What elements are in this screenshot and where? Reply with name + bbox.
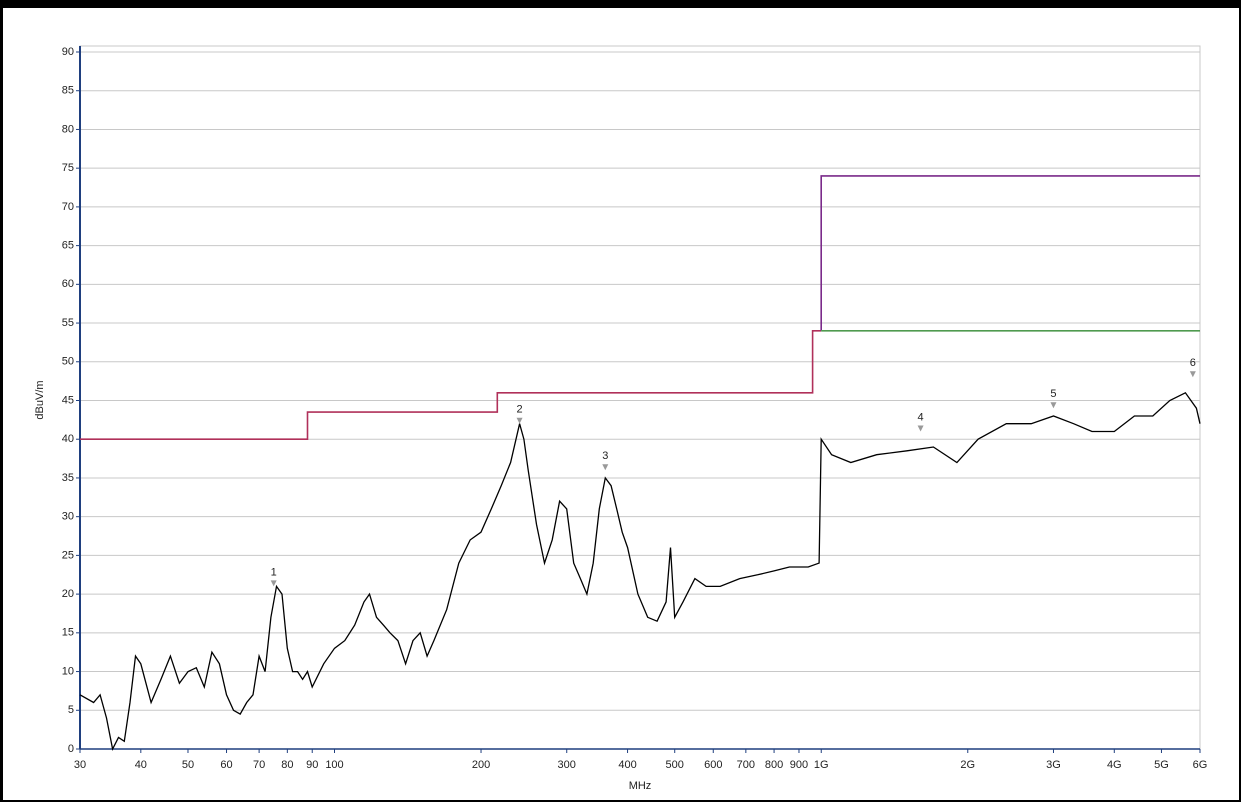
y-tick-label: 75 [62, 162, 74, 174]
x-tick-label: 70 [253, 759, 265, 771]
marker [516, 417, 523, 424]
y-tick-label: 35 [62, 472, 74, 484]
y-tick-label: 0 [68, 743, 74, 755]
x-tick-label: 60 [220, 759, 232, 771]
marker [270, 580, 277, 587]
x-tick-label: 800 [765, 759, 783, 771]
series-line [820, 175, 1200, 331]
marker-label: 3 [602, 450, 608, 462]
y-axis-label: dBuV/m [34, 380, 46, 419]
y-tick-label: 80 [62, 123, 74, 135]
y-tick-label: 25 [62, 549, 74, 561]
y-tick-label: 45 [62, 394, 74, 406]
x-tick-label: 700 [737, 759, 755, 771]
y-tick-label: 90 [62, 46, 74, 58]
x-tick-label: 1G [814, 759, 829, 771]
y-tick-label: 40 [62, 433, 74, 445]
marker-label: 2 [517, 404, 523, 416]
marker-label: 6 [1190, 357, 1196, 369]
x-tick-label: 400 [618, 759, 636, 771]
marker [602, 464, 609, 471]
x-tick-label: 4G [1107, 759, 1122, 771]
x-tick-label: 3G [1046, 759, 1061, 771]
x-tick-label: 5G [1154, 759, 1169, 771]
x-tick-label: 500 [666, 759, 684, 771]
x-tick-label: 600 [704, 759, 722, 771]
x-tick-label: 50 [182, 759, 194, 771]
series-line [79, 391, 1201, 751]
x-tick-label: 900 [790, 759, 808, 771]
marker [1189, 371, 1196, 378]
y-tick-label: 70 [62, 201, 74, 213]
series-line [80, 330, 822, 440]
marker-label: 4 [918, 411, 924, 423]
x-tick-label: 30 [74, 759, 86, 771]
x-axis-label: MHz [629, 780, 652, 792]
y-tick-label: 55 [62, 317, 74, 329]
y-tick-label: 85 [62, 85, 74, 97]
marker-label: 5 [1050, 388, 1056, 400]
x-tick-label: 80 [281, 759, 293, 771]
y-tick-label: 60 [62, 278, 74, 290]
marker [917, 425, 924, 432]
x-tick-label: 300 [558, 759, 576, 771]
marker [1050, 402, 1057, 409]
y-tick-label: 20 [62, 588, 74, 600]
plot-area [79, 45, 1201, 750]
x-tick-label: 100 [325, 759, 343, 771]
x-tick-label: 200 [472, 759, 490, 771]
x-tick-label: 90 [306, 759, 318, 771]
y-tick-label: 30 [62, 511, 74, 523]
y-tick-label: 65 [62, 240, 74, 252]
y-tick-label: 5 [68, 704, 74, 716]
x-tick-label: 2G [960, 759, 975, 771]
x-tick-label: 40 [135, 759, 147, 771]
y-tick-label: 15 [62, 627, 74, 639]
y-tick-label: 50 [62, 356, 74, 368]
marker-label: 1 [271, 566, 277, 578]
y-tick-label: 10 [62, 665, 74, 677]
x-tick-label: 6G [1193, 759, 1208, 771]
